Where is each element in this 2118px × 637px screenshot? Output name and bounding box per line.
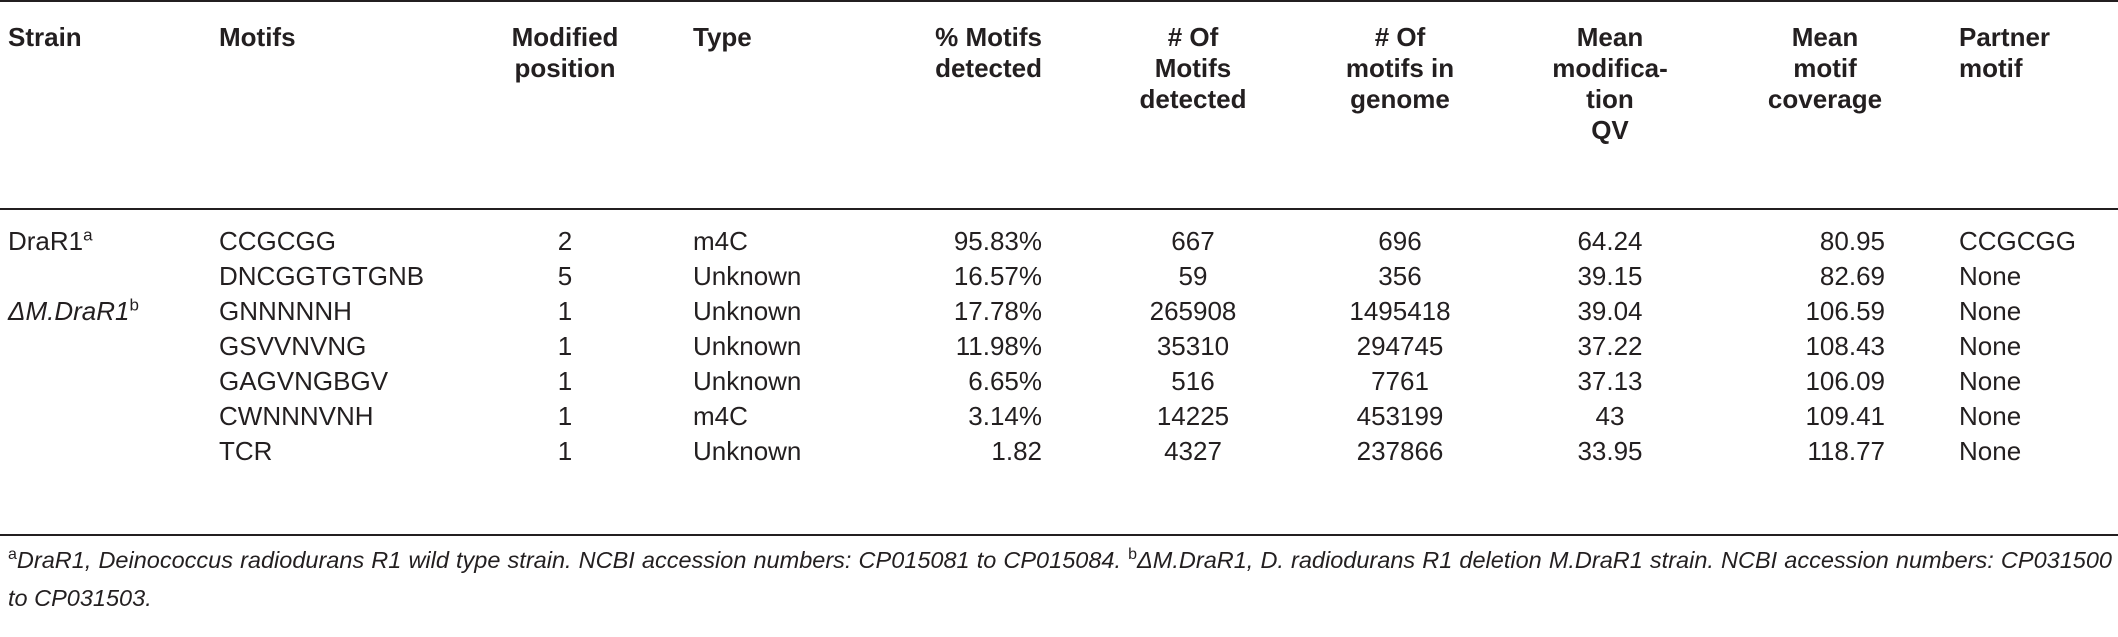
cell-pct-detected: 3.14% bbox=[968, 401, 1042, 431]
cell-pct-detected: 16.57% bbox=[953, 261, 1042, 291]
cell-position: 1 bbox=[557, 401, 573, 431]
cell-motif: GNNNNNH bbox=[219, 296, 352, 326]
cell-in-genome: 7761 bbox=[1371, 366, 1429, 396]
cell-partner: CCGCGG bbox=[1959, 226, 2076, 256]
cell-position: 2 bbox=[557, 226, 573, 256]
cell-type: Unknown bbox=[693, 261, 802, 291]
strain-footnote-mark: a bbox=[83, 225, 93, 245]
header-mean-modification-qv: Mean modifica- tion QV bbox=[1552, 22, 1668, 145]
header-motifs-in-genome: # Of motifs in genome bbox=[1345, 22, 1455, 114]
cell-coverage: 106.09 bbox=[1805, 366, 1885, 396]
strain-name: DraR1 bbox=[8, 226, 84, 256]
cell-in-genome: 237866 bbox=[1356, 436, 1444, 466]
footnote-a-text: DraR1, Deinococcus radiodurans R1 wild t… bbox=[16, 547, 1122, 573]
cell-detected: 265908 bbox=[1149, 296, 1237, 326]
cell-partner: None bbox=[1959, 436, 2022, 466]
cell-mean-qv: 37.13 bbox=[1577, 366, 1643, 396]
cell-position: 1 bbox=[557, 296, 573, 326]
cell-detected: 35310 bbox=[1156, 331, 1230, 361]
footnote-a-mark: a bbox=[8, 546, 17, 564]
table-row: CWNNNVNH 1 m4C 3.14% 14225 453199 43 109.41 None bbox=[0, 396, 2118, 436]
cell-pct-detected: 6.65% bbox=[968, 366, 1042, 396]
cell-detected: 59 bbox=[1178, 261, 1208, 291]
cell-motif: CCGCGG bbox=[219, 226, 336, 256]
table-bottom-rule bbox=[0, 534, 2118, 536]
cell-type: Unknown bbox=[693, 331, 802, 361]
cell-position: 5 bbox=[557, 261, 573, 291]
cell-partner: None bbox=[1959, 331, 2022, 361]
cell-coverage: 118.77 bbox=[1807, 436, 1885, 466]
cell-mean-qv: 37.22 bbox=[1577, 331, 1643, 361]
cell-detected: 667 bbox=[1171, 226, 1215, 256]
footnote-b-text: ΔM.DraR1, D. radiodurans R1 deletion M.D… bbox=[8, 547, 2112, 611]
table-row: ΔM.DraR1b GNNNNNH 1 Unknown 17.78% 265908 1495… bbox=[0, 291, 2118, 331]
cell-motif: GAGVNGBGV bbox=[219, 366, 389, 396]
cell-position: 1 bbox=[557, 366, 573, 396]
table-row: DNCGGTGTGNB 5 Unknown 16.57% 59 356 39.15 82.69… bbox=[0, 256, 2118, 296]
cell-type: m4C bbox=[693, 226, 748, 256]
table-top-rule bbox=[0, 0, 2118, 2]
cell-motif: TCR bbox=[219, 436, 273, 466]
header-modified-position: Modified position bbox=[511, 22, 619, 83]
cell-mean-qv: 43 bbox=[1595, 401, 1625, 431]
cell-motif: CWNNNVNH bbox=[219, 401, 374, 431]
cell-motif: DNCGGTGTGNB bbox=[219, 261, 425, 291]
cell-strain: ΔM.DraR1b bbox=[8, 291, 139, 331]
cell-partner: None bbox=[1959, 261, 2022, 291]
header-strain: Strain bbox=[8, 22, 82, 52]
cell-coverage: 80.95 bbox=[1819, 226, 1885, 256]
cell-mean-qv: 39.15 bbox=[1577, 261, 1643, 291]
cell-in-genome: 696 bbox=[1378, 226, 1422, 256]
cell-detected: 516 bbox=[1171, 366, 1215, 396]
cell-mean-qv: 39.04 bbox=[1577, 296, 1643, 326]
header-motifs-detected: # Of Motifs detected bbox=[1139, 22, 1247, 114]
cell-mean-qv: 33.95 bbox=[1577, 436, 1643, 466]
table-footnote: aDraR1, Deinococcus radiodurans R1 wild … bbox=[8, 541, 2112, 617]
table-row: GSVVNVNG 1 Unknown 11.98% 35310 294745 37.22 10… bbox=[0, 326, 2118, 366]
table-row: GAGVNGBGV 1 Unknown 6.65% 516 7761 37.13 106.09… bbox=[0, 361, 2118, 401]
cell-type: m4C bbox=[693, 401, 748, 431]
cell-position: 1 bbox=[557, 331, 573, 361]
table-header: Strain Motifs Modified position Type % M… bbox=[0, 22, 2118, 202]
header-pct-motifs-detected: % Motifs detected bbox=[935, 22, 1042, 83]
cell-coverage: 108.43 bbox=[1805, 331, 1885, 361]
header-mean-motif-coverage: Mean motif coverage bbox=[1767, 22, 1883, 114]
header-type: Type bbox=[693, 22, 752, 52]
table-row: TCR 1 Unknown 1.82 4327 237866 33.95 118.77 None bbox=[0, 431, 2118, 471]
cell-mean-qv: 64.24 bbox=[1577, 226, 1643, 256]
table-header-rule bbox=[0, 208, 2118, 210]
table-row: DraR1a CCGCGG 2 m4C 95.83% 667 696 64.24 80.95 CC… bbox=[0, 221, 2118, 261]
cell-type: Unknown bbox=[693, 366, 802, 396]
header-partner-motif: Partner motif bbox=[1959, 22, 2051, 83]
cell-partner: None bbox=[1959, 366, 2022, 396]
cell-pct-detected: 17.78% bbox=[953, 296, 1042, 326]
cell-partner: None bbox=[1959, 296, 2022, 326]
strain-name: ΔM.DraR1 bbox=[8, 296, 130, 326]
cell-position: 1 bbox=[557, 436, 573, 466]
footnote-b-mark: b bbox=[1128, 546, 1138, 564]
cell-in-genome: 453199 bbox=[1356, 401, 1444, 431]
header-motifs: Motifs bbox=[219, 22, 296, 52]
cell-type: Unknown bbox=[693, 436, 802, 466]
cell-pct-detected: 95.83% bbox=[953, 226, 1042, 256]
cell-coverage: 106.59 bbox=[1805, 296, 1885, 326]
cell-motif: GSVVNVNG bbox=[219, 331, 367, 361]
cell-type: Unknown bbox=[693, 296, 802, 326]
cell-partner: None bbox=[1959, 401, 2022, 431]
cell-coverage: 82.69 bbox=[1819, 261, 1885, 291]
cell-in-genome: 294745 bbox=[1356, 331, 1444, 361]
cell-coverage: 109.41 bbox=[1805, 401, 1885, 431]
cell-in-genome: 1495418 bbox=[1349, 296, 1451, 326]
cell-in-genome: 356 bbox=[1378, 261, 1422, 291]
cell-pct-detected: 1.82 bbox=[991, 436, 1042, 466]
cell-detected: 4327 bbox=[1164, 436, 1222, 466]
cell-pct-detected: 11.98% bbox=[955, 331, 1042, 361]
strain-footnote-mark: b bbox=[129, 295, 139, 315]
cell-strain: DraR1a bbox=[8, 221, 93, 261]
cell-detected: 14225 bbox=[1156, 401, 1230, 431]
